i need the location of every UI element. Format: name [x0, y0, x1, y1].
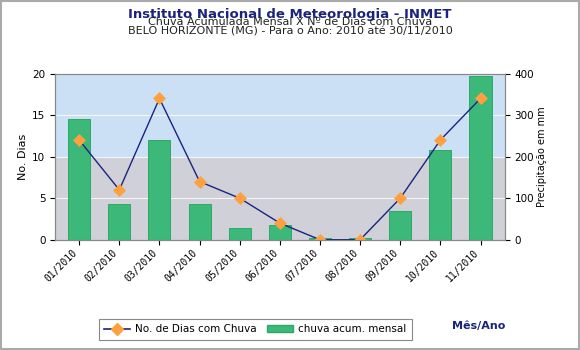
- Y-axis label: Precipitação em mm: Precipitação em mm: [536, 106, 547, 207]
- Bar: [188, 204, 211, 240]
- Text: Chuva Acumulada Mensal X Nº de Dias com Chuva: Chuva Acumulada Mensal X Nº de Dias com …: [148, 17, 432, 27]
- Bar: [229, 228, 251, 240]
- Bar: [309, 238, 331, 240]
- Bar: [389, 211, 411, 240]
- Bar: [469, 76, 492, 240]
- Bar: [349, 238, 371, 240]
- Text: BELO HORIZONTE (MG) - Para o Ano: 2010 até 30/11/2010: BELO HORIZONTE (MG) - Para o Ano: 2010 a…: [128, 26, 452, 36]
- Bar: [148, 140, 171, 240]
- Bar: [55, 74, 505, 157]
- Legend: No. de Dias com Chuva, chuva acum. mensal: No. de Dias com Chuva, chuva acum. mensa…: [99, 319, 412, 339]
- Bar: [55, 157, 505, 240]
- Bar: [269, 225, 291, 240]
- Text: Instituto Nacional de Meteorologia - INMET: Instituto Nacional de Meteorologia - INM…: [128, 8, 452, 21]
- Bar: [108, 204, 130, 240]
- Y-axis label: No. Dias: No. Dias: [18, 133, 28, 180]
- Text: Mês/Ano: Mês/Ano: [452, 321, 506, 331]
- Bar: [68, 119, 90, 240]
- Bar: [429, 150, 451, 240]
